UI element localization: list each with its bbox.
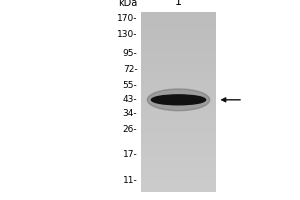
Text: 1: 1 [175,0,182,7]
Text: 26-: 26- [123,125,137,134]
Text: 55-: 55- [123,81,137,90]
Text: 72-: 72- [123,65,137,74]
Text: kDa: kDa [118,0,137,8]
Text: 95-: 95- [123,49,137,58]
Ellipse shape [147,89,210,111]
Text: 43-: 43- [123,95,137,104]
Text: 17-: 17- [123,150,137,159]
Text: 11-: 11- [123,176,137,185]
Text: 170-: 170- [117,14,137,23]
Text: 130-: 130- [117,30,137,39]
Ellipse shape [152,95,206,105]
Text: 34-: 34- [123,109,137,118]
